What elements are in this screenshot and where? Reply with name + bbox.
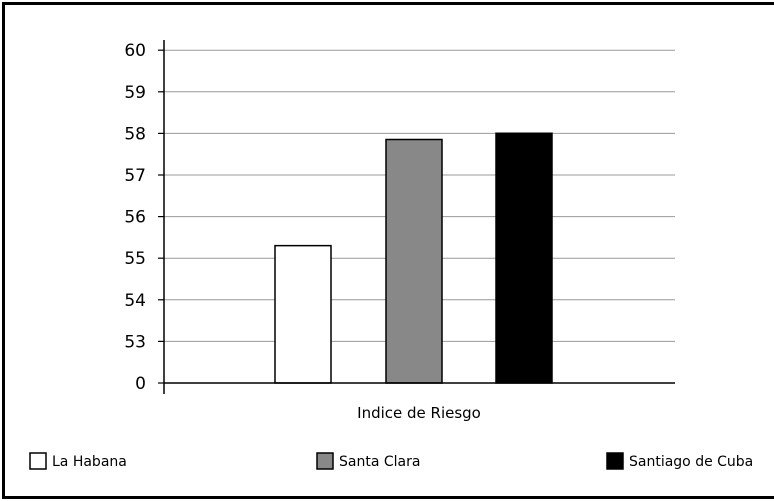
y-tick-label: 54 [124, 291, 146, 311]
legend-label: Santa Clara [339, 454, 420, 470]
axes [163, 40, 675, 394]
bar-la-habana [274, 244, 332, 384]
legend-swatch [606, 452, 624, 470]
legend: La Habana Santa Clara Santiago de Cuba [29, 452, 753, 470]
y-tick-label: 60 [124, 41, 146, 61]
legend-item: La Habana [29, 452, 127, 470]
x-axis-category-label: Indice de Riesgo [357, 404, 481, 422]
y-tick-label: 57 [124, 166, 146, 186]
bar-santiago-de-cuba [495, 132, 553, 384]
bar-santa-clara [385, 138, 443, 384]
legend-item: Santa Clara [316, 452, 420, 470]
y-tick-label: 55 [124, 249, 146, 269]
y-tick-label: 53 [124, 332, 146, 352]
y-tick-label: 56 [124, 208, 146, 228]
bars [274, 132, 553, 384]
legend-label: La Habana [52, 454, 127, 470]
y-tick-label: 59 [124, 83, 146, 103]
y-tick-label: 0 [135, 374, 146, 394]
legend-swatch [29, 452, 47, 470]
y-tick-label: 58 [124, 124, 146, 144]
legend-swatch [316, 452, 334, 470]
legend-item: Santiago de Cuba [606, 452, 753, 470]
legend-label: Santiago de Cuba [629, 454, 753, 470]
y-tick-labels: 0 53 54 55 56 57 58 59 60 [124, 41, 146, 394]
